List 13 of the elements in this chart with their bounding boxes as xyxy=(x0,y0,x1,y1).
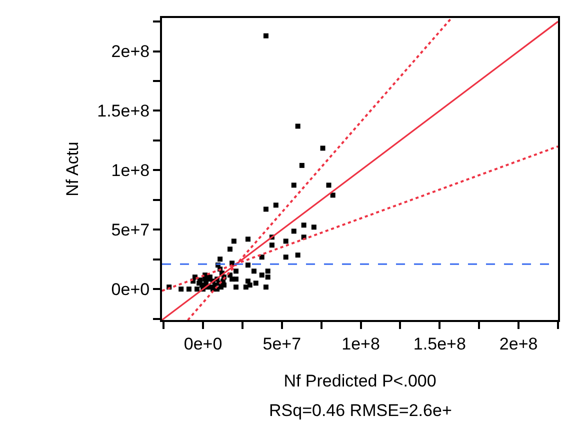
x-axis-title: Nf Predicted P<.000 xyxy=(284,371,436,390)
x-tick-label: 2e+8 xyxy=(499,334,538,354)
y-tick-label: 1.5e+8 xyxy=(97,102,150,121)
x-tick-label: 1e+8 xyxy=(342,334,380,354)
y-tick-label: 2e+8 xyxy=(111,42,150,62)
y-axis-title: Nf Actu xyxy=(63,142,82,196)
y-tick-label: 0e+0 xyxy=(111,280,150,300)
x-tick-label: 1.5e+8 xyxy=(413,334,466,354)
x-tick-label: 0e+0 xyxy=(184,334,222,354)
text: RSq=0.46 RMSE=2.6e+ xyxy=(269,401,452,420)
x-tick-label: 5e+7 xyxy=(262,334,302,354)
y-tick-label: 5e+7 xyxy=(111,220,150,240)
y-tick-label: 1e+8 xyxy=(111,161,150,180)
